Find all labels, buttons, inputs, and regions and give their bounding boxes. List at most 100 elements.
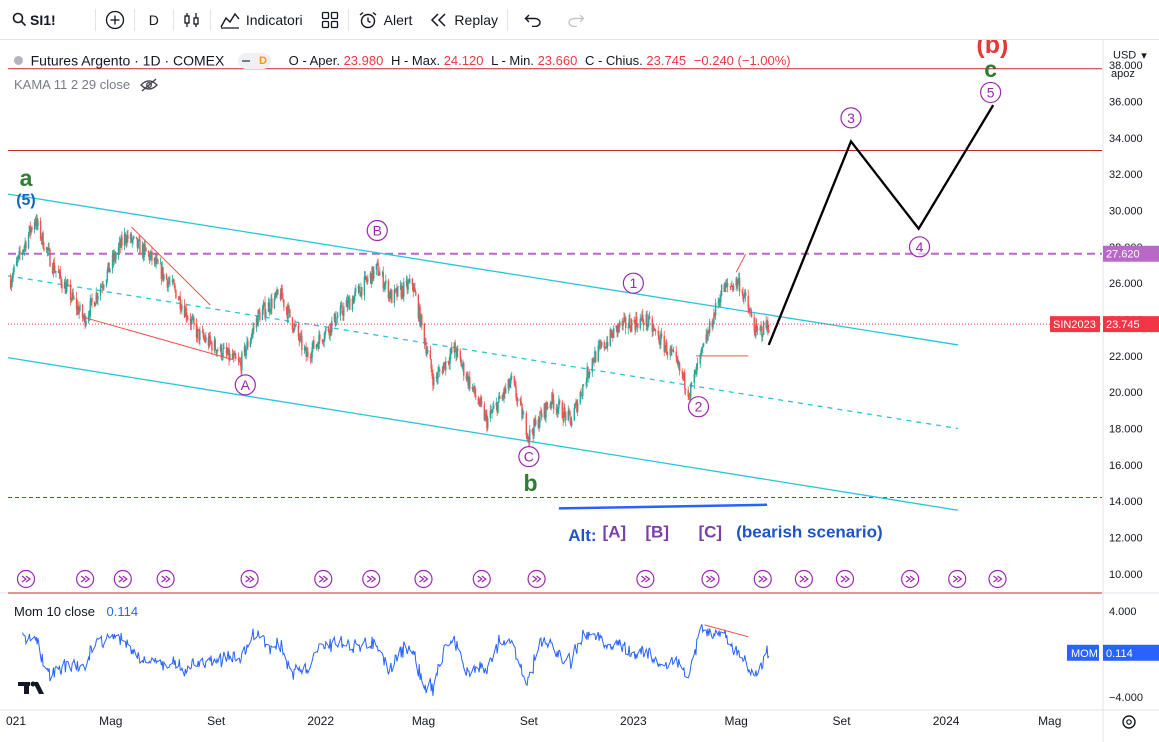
wave-label: (b): [976, 40, 1008, 59]
interval-button[interactable]: D: [135, 0, 173, 40]
alert-button[interactable]: Alert: [349, 0, 422, 40]
replay-button[interactable]: Replay: [421, 0, 507, 40]
candle-body: [370, 273, 372, 284]
candle-body: [688, 396, 690, 398]
candle-body: [575, 401, 577, 405]
candle-body: [118, 241, 121, 248]
event-marker-icon[interactable]: [701, 569, 720, 589]
candle-body: [163, 274, 165, 280]
candle-body: [258, 310, 260, 313]
chart-area[interactable]: 10.00012.00014.00016.00018.00020.00022.0…: [0, 40, 1159, 742]
candle-body: [94, 303, 97, 307]
candle-body: [83, 315, 85, 318]
event-marker-icon[interactable]: [901, 569, 920, 589]
candle-body: [186, 317, 188, 319]
redo-icon: [568, 14, 585, 27]
toolbar-divider: [172, 8, 174, 31]
candle-body: [414, 287, 416, 293]
candle-body: [216, 350, 218, 354]
candle-body: [473, 385, 475, 390]
candle-body: [511, 376, 513, 378]
layouts-button[interactable]: [312, 0, 348, 40]
candle-body: [407, 282, 409, 290]
candle-body: [463, 362, 465, 376]
candles-group: [9, 213, 770, 447]
event-marker-icon[interactable]: [414, 569, 433, 589]
event-marker-arrow: [419, 575, 429, 583]
wave-label: b: [524, 470, 538, 496]
candle-body: [107, 262, 109, 271]
event-marker-icon[interactable]: [527, 569, 546, 589]
compare-button[interactable]: [96, 0, 134, 40]
candle-body: [339, 306, 342, 317]
alt-wave-b: [B]: [645, 523, 669, 542]
candle-body: [270, 298, 272, 311]
candle-body: [61, 284, 63, 289]
candle-body: [195, 323, 198, 338]
settings-gear-icon[interactable]: [1122, 715, 1136, 729]
candle-body: [517, 398, 519, 402]
redo-button[interactable]: [558, 0, 594, 40]
candle-body: [755, 323, 757, 336]
candle-body: [233, 353, 235, 355]
event-marker-icon[interactable]: [753, 569, 772, 589]
candle-body: [630, 319, 633, 332]
event-marker-icon[interactable]: [314, 569, 333, 589]
candle-body: [449, 354, 451, 364]
event-marker-icon[interactable]: [472, 569, 491, 589]
candle-body: [376, 262, 378, 264]
event-marker-icon[interactable]: [113, 569, 132, 589]
currency-selector[interactable]: USD ▾: [1113, 49, 1147, 63]
candle-body: [196, 328, 199, 338]
candle-body: [564, 407, 566, 413]
eye-off-icon[interactable]: [139, 78, 158, 92]
candle-body: [191, 318, 193, 320]
candle-body: [355, 288, 357, 292]
candle-body: [375, 263, 378, 270]
candle-body: [159, 263, 162, 265]
event-marker-icon[interactable]: [988, 569, 1007, 589]
candle-body: [166, 279, 169, 288]
candle-body: [88, 315, 91, 316]
candle-body: [678, 363, 680, 366]
legend-open-label: O - Aper.: [288, 53, 340, 69]
candle-body: [316, 344, 318, 345]
symbol-search-button[interactable]: SI1!: [0, 0, 65, 40]
event-marker-icon[interactable]: [76, 569, 95, 589]
undo-button[interactable]: [508, 0, 558, 40]
candle-body: [377, 262, 379, 276]
event-marker-icon[interactable]: [794, 569, 813, 589]
candle-body: [588, 374, 590, 378]
candle-body: [81, 304, 84, 318]
candle-body: [40, 238, 43, 240]
indicators-button[interactable]: Indicatori: [211, 0, 312, 40]
chart-type-button[interactable]: [174, 0, 210, 40]
x-tick-label: 2024: [933, 714, 960, 728]
event-marker-icon[interactable]: [156, 569, 175, 589]
event-marker-icon[interactable]: [16, 569, 36, 589]
event-marker-icon[interactable]: [240, 569, 259, 589]
legend-high-label: H - Max.: [390, 53, 441, 69]
candle-body: [411, 278, 414, 286]
event-marker-icon[interactable]: [362, 569, 381, 589]
legend-status-dot-icon: [14, 56, 23, 66]
y-tick-label: 20.000: [1109, 387, 1143, 399]
candle-body: [369, 273, 372, 279]
event-marker-icon[interactable]: [636, 569, 655, 589]
candle-body: [529, 429, 531, 441]
event-marker-arrow: [799, 575, 809, 583]
y-tick-label: 12.000: [1109, 533, 1143, 545]
candle-body: [310, 357, 312, 359]
candle-body: [588, 371, 591, 375]
candle-body: [30, 227, 32, 233]
event-marker-icon[interactable]: [948, 569, 967, 589]
candle-body: [474, 385, 476, 395]
candle-body: [684, 388, 687, 390]
event-marker-icon[interactable]: [835, 569, 855, 589]
candle-body: [503, 388, 505, 398]
candle-body: [642, 314, 644, 322]
candle-body: [683, 372, 685, 379]
candle-body: [366, 280, 368, 282]
candle-body: [431, 369, 433, 376]
candle-body: [659, 342, 661, 345]
